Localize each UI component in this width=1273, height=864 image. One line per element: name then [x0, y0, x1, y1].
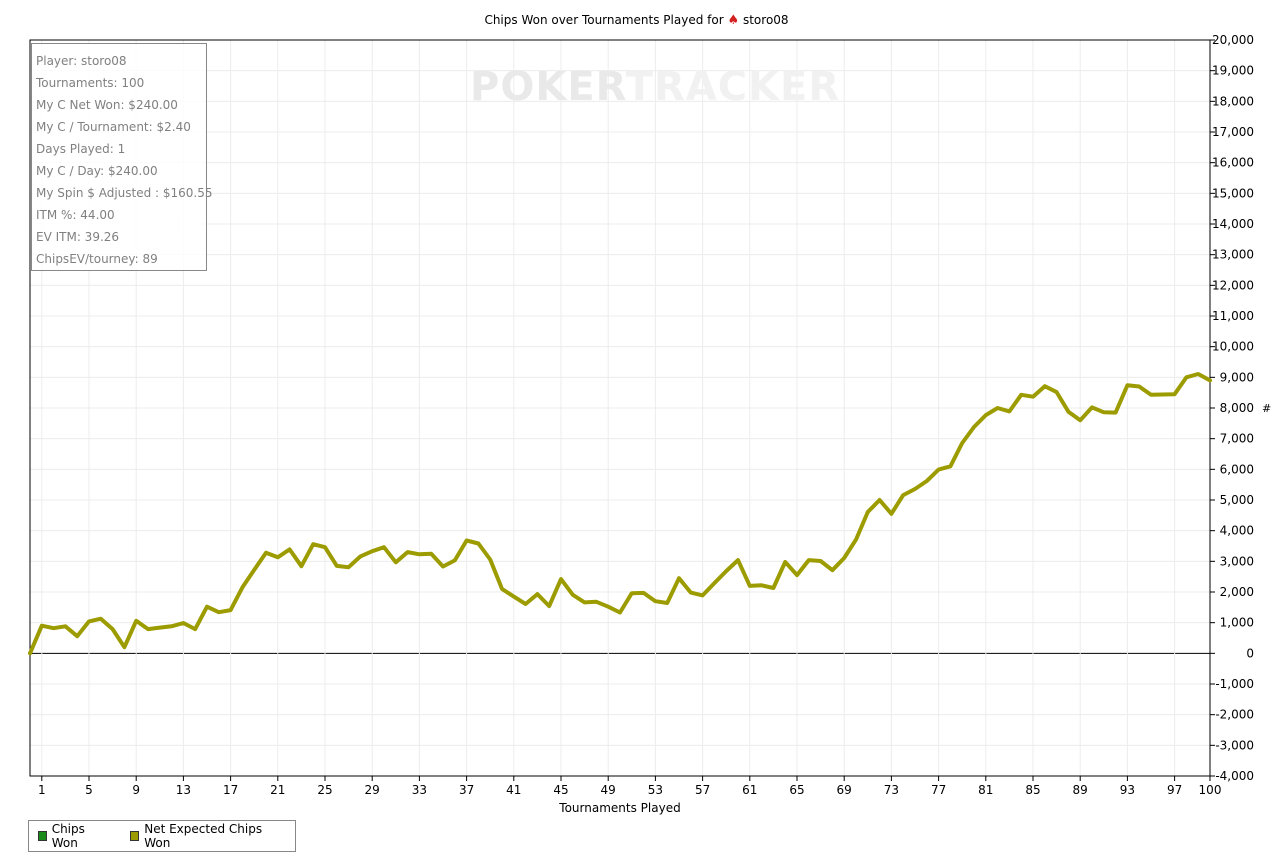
stat-ev-itm: EV ITM: 39.26: [36, 230, 120, 244]
legend: Chips Won Net Expected Chips Won: [28, 820, 296, 852]
legend-item-chips-won[interactable]: Chips Won: [38, 822, 104, 850]
y-tick-label: 13,000: [1212, 248, 1254, 262]
y-tick-label: -3,000: [1215, 738, 1254, 752]
x-tick-label: 89: [1073, 783, 1088, 797]
y-tick-label: 3,000: [1220, 554, 1254, 568]
stat-player: Player: storo08: [36, 54, 127, 68]
x-tick-label: 69: [837, 783, 852, 797]
x-tick-label: 9: [132, 783, 140, 797]
x-tick-label: 5: [85, 783, 93, 797]
y-tick-label: 8,000: [1220, 401, 1254, 415]
y-tick-label: 6,000: [1220, 462, 1254, 476]
pokertracker-watermark-logo: POKERTRACKER: [470, 64, 841, 110]
x-tick-label: 77: [931, 783, 946, 797]
x-tick-label: 93: [1120, 783, 1135, 797]
stat-spin-adjusted: My Spin $ Adjusted : $160.55: [36, 186, 213, 200]
y-tick-label: 15,000: [1212, 186, 1254, 200]
axes: -4,000 -3,000 -2,000 -1,000 0 1,000 2,000 3,000…: [29, 33, 1254, 797]
x-tick-label: 73: [884, 783, 899, 797]
x-tick-label: 21: [270, 783, 285, 797]
y-tick-label: 20,000: [1212, 33, 1254, 47]
y-tick-label: -1,000: [1215, 677, 1254, 691]
y-tick-label: 18,000: [1212, 94, 1254, 108]
x-tick-label: 25: [317, 783, 332, 797]
y-tick-label: 2,000: [1220, 585, 1254, 599]
x-tick-label: 85: [1025, 783, 1040, 797]
x-tick-label: 29: [365, 783, 380, 797]
y-tick-label: 14,000: [1212, 217, 1254, 231]
stat-days-played: Days Played: 1: [36, 142, 126, 156]
x-tick-label: 81: [978, 783, 993, 797]
series-lines: [28, 372, 1212, 656]
grid: [30, 39, 1211, 777]
stat-net-won: My C Net Won: $240.00: [36, 98, 178, 112]
x-axis-label: Tournaments Played: [559, 801, 681, 815]
y-tick-label: 16,000: [1212, 156, 1254, 170]
legend-label-net-expected: Net Expected Chips Won: [144, 822, 263, 850]
x-tick-label: 97: [1167, 783, 1182, 797]
x-tick-label: 53: [648, 783, 663, 797]
stat-per-day: My C / Day: $240.00: [36, 164, 158, 178]
y-tick-label: 1,000: [1220, 616, 1254, 630]
x-tick-label: 37: [459, 783, 474, 797]
spade-icon: ♠: [727, 13, 740, 28]
y-tick-label: 5,000: [1220, 493, 1254, 507]
series-line-1: [28, 372, 1212, 656]
x-tick-label: 41: [506, 783, 521, 797]
x-tick-label: 49: [601, 783, 616, 797]
legend-label-chips-won: Chips Won: [51, 822, 85, 850]
x-tick-label: 65: [789, 783, 804, 797]
x-tick-label: 13: [176, 783, 191, 797]
y-axis-label: #: [1262, 402, 1272, 415]
x-tick-label: 100: [1199, 783, 1222, 797]
chart-title-row: Chips Won over Tournaments Played for ♠ …: [0, 13, 1273, 28]
y-tick-label: 7,000: [1220, 432, 1254, 446]
y-tick-label: 0: [1246, 646, 1254, 660]
y-tick-label: -2,000: [1215, 708, 1254, 722]
y-tick-label: 4,000: [1220, 524, 1254, 538]
stat-itm: ITM %: 44.00: [36, 208, 115, 222]
y-tick-label: 11,000: [1212, 309, 1254, 323]
x-tick-label: 1: [38, 783, 46, 797]
y-tick-label: 17,000: [1212, 125, 1254, 139]
stat-per-tournament: My C / Tournament: $2.40: [36, 120, 191, 134]
chart-title-player: storo08: [742, 13, 789, 27]
stat-tournaments: Tournaments: 100: [36, 76, 145, 90]
stat-chipsev: ChipsEV/tourney: 89: [36, 252, 158, 266]
x-tick-label: 33: [412, 783, 427, 797]
legend-item-net-expected[interactable]: Net Expected Chips Won: [130, 822, 269, 850]
y-tick-label: -4,000: [1215, 769, 1254, 783]
legend-swatch-chips-won: [38, 831, 47, 841]
y-tick-label: 12,000: [1212, 278, 1254, 292]
stats-panel: Player: storo08 Tournaments: 100 My C Ne…: [31, 43, 213, 271]
y-tick-label: 10,000: [1212, 340, 1254, 354]
chart-title: Chips Won over Tournaments Played for: [484, 13, 724, 27]
x-tick-label: 45: [553, 783, 568, 797]
plot-border: [29, 39, 1211, 777]
y-tick-label: 19,000: [1212, 64, 1254, 78]
x-tick-label: 57: [695, 783, 710, 797]
legend-swatch-net-expected: [130, 831, 140, 841]
x-tick-label: 17: [223, 783, 238, 797]
x-tick-label: 61: [742, 783, 757, 797]
y-tick-label: 9,000: [1220, 370, 1254, 384]
